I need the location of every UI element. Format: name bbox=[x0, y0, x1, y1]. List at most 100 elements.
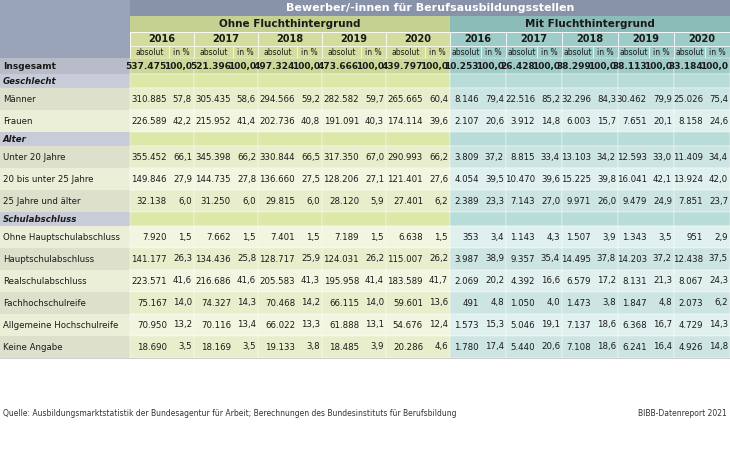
Text: 66,2: 66,2 bbox=[237, 152, 256, 161]
Bar bbox=[450, 248, 506, 270]
Text: 17,4: 17,4 bbox=[485, 342, 504, 351]
Text: 28.120: 28.120 bbox=[329, 197, 359, 205]
Text: 14,3: 14,3 bbox=[709, 320, 728, 330]
Text: 40,3: 40,3 bbox=[365, 116, 384, 126]
Text: Insgesamt: Insgesamt bbox=[3, 61, 56, 70]
Text: Hauptschulabschluss: Hauptschulabschluss bbox=[3, 255, 94, 264]
Bar bbox=[506, 110, 562, 132]
Bar bbox=[386, 146, 450, 168]
Text: absolut: absolut bbox=[135, 47, 164, 56]
Bar bbox=[618, 212, 674, 226]
Bar bbox=[562, 146, 618, 168]
Bar bbox=[618, 190, 674, 212]
Bar bbox=[0, 46, 130, 58]
Text: Frauen: Frauen bbox=[3, 116, 33, 126]
Bar bbox=[450, 336, 506, 358]
Text: 16,4: 16,4 bbox=[653, 342, 672, 351]
Bar bbox=[194, 32, 258, 46]
Text: 2.069: 2.069 bbox=[455, 277, 479, 286]
Text: 226.589: 226.589 bbox=[131, 116, 167, 126]
Text: 2016: 2016 bbox=[148, 34, 175, 44]
Bar bbox=[0, 0, 130, 16]
Bar bbox=[386, 110, 450, 132]
Text: 4,3: 4,3 bbox=[546, 233, 560, 242]
Text: 1,5: 1,5 bbox=[370, 233, 384, 242]
Text: 59.601: 59.601 bbox=[393, 298, 423, 308]
Bar bbox=[386, 46, 425, 58]
Bar bbox=[130, 16, 450, 32]
Text: 100,0: 100,0 bbox=[644, 61, 672, 70]
Text: 195.958: 195.958 bbox=[323, 277, 359, 286]
Text: 4,6: 4,6 bbox=[434, 342, 448, 351]
Text: 26,2: 26,2 bbox=[365, 255, 384, 264]
Bar bbox=[506, 292, 562, 314]
Text: 100,0: 100,0 bbox=[356, 61, 384, 70]
Text: 100,0: 100,0 bbox=[532, 61, 560, 70]
Bar bbox=[258, 336, 322, 358]
Bar bbox=[562, 58, 618, 74]
Bar bbox=[562, 110, 618, 132]
Bar bbox=[258, 32, 322, 46]
Text: 3,5: 3,5 bbox=[178, 342, 192, 351]
Bar bbox=[618, 226, 674, 248]
Bar bbox=[386, 132, 450, 146]
Text: 41,3: 41,3 bbox=[301, 277, 320, 286]
Text: 497.324: 497.324 bbox=[253, 61, 295, 70]
Text: 18.485: 18.485 bbox=[329, 342, 359, 351]
Bar bbox=[0, 16, 130, 32]
Text: 10.470: 10.470 bbox=[505, 174, 535, 183]
Text: 6,0: 6,0 bbox=[178, 197, 192, 205]
Text: 57,8: 57,8 bbox=[173, 94, 192, 104]
Bar bbox=[450, 146, 506, 168]
Bar bbox=[674, 212, 730, 226]
Text: 7.108: 7.108 bbox=[566, 342, 591, 351]
Bar bbox=[649, 46, 674, 58]
Bar bbox=[194, 110, 258, 132]
Bar bbox=[322, 212, 386, 226]
Bar bbox=[0, 110, 130, 132]
Text: 66,1: 66,1 bbox=[173, 152, 192, 161]
Text: 37,2: 37,2 bbox=[653, 255, 672, 264]
Bar bbox=[562, 336, 618, 358]
Text: 4.054: 4.054 bbox=[454, 174, 479, 183]
Text: 19,1: 19,1 bbox=[541, 320, 560, 330]
Text: 41,6: 41,6 bbox=[173, 277, 192, 286]
Text: 26,0: 26,0 bbox=[597, 197, 616, 205]
Text: 100,0: 100,0 bbox=[228, 61, 256, 70]
Bar bbox=[258, 292, 322, 314]
Text: 6.368: 6.368 bbox=[623, 320, 647, 330]
Bar bbox=[258, 248, 322, 270]
Text: 39,8: 39,8 bbox=[597, 174, 616, 183]
Text: 191.091: 191.091 bbox=[323, 116, 359, 126]
Text: absolut: absolut bbox=[675, 47, 704, 56]
Text: 20,2: 20,2 bbox=[485, 277, 504, 286]
Text: 41,7: 41,7 bbox=[429, 277, 448, 286]
Bar bbox=[506, 146, 562, 168]
Text: 6.579: 6.579 bbox=[566, 277, 591, 286]
Text: 37,5: 37,5 bbox=[709, 255, 728, 264]
Text: 66,5: 66,5 bbox=[301, 152, 320, 161]
Bar bbox=[450, 58, 506, 74]
Bar bbox=[618, 74, 674, 88]
Text: 16,6: 16,6 bbox=[541, 277, 560, 286]
Text: in %: in % bbox=[485, 47, 502, 56]
Bar bbox=[506, 314, 562, 336]
Bar bbox=[130, 32, 194, 46]
Text: 7.137: 7.137 bbox=[566, 320, 591, 330]
Bar bbox=[0, 190, 130, 212]
Bar bbox=[618, 270, 674, 292]
Text: 100,0: 100,0 bbox=[476, 61, 504, 70]
Bar bbox=[0, 146, 130, 168]
Text: Quelle: Ausbildungsmarktstatistik der Bundesagentur für Arbeit; Berechnungen des: Quelle: Ausbildungsmarktstatistik der Bu… bbox=[3, 409, 456, 418]
Bar bbox=[0, 248, 130, 270]
Bar bbox=[618, 336, 674, 358]
Text: 13,6: 13,6 bbox=[429, 298, 448, 308]
Text: BIBB-Datenreport 2021: BIBB-Datenreport 2021 bbox=[638, 409, 727, 418]
Text: 11.409: 11.409 bbox=[673, 152, 703, 161]
Text: 1,5: 1,5 bbox=[434, 233, 448, 242]
Text: 33,0: 33,0 bbox=[653, 152, 672, 161]
Text: 14,0: 14,0 bbox=[173, 298, 192, 308]
Text: 5,9: 5,9 bbox=[371, 197, 384, 205]
Text: 14,3: 14,3 bbox=[237, 298, 256, 308]
Bar bbox=[562, 132, 618, 146]
